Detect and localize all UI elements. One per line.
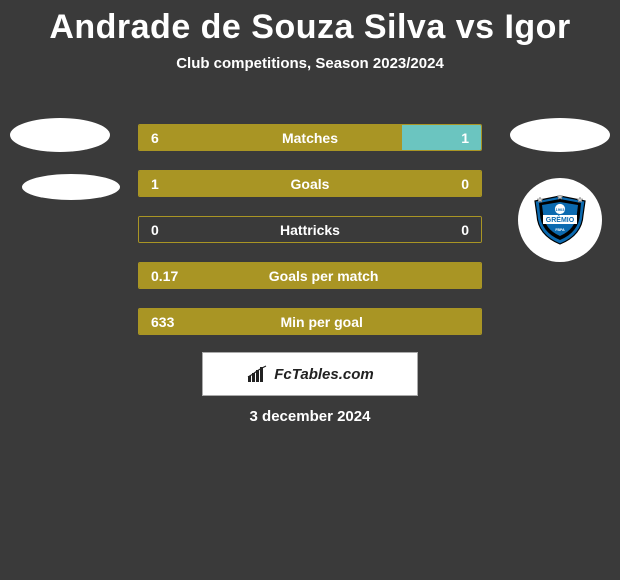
stat-row-texts: 1Goals0 xyxy=(139,171,481,196)
player-a-avatar-ellipse xyxy=(10,118,110,152)
page-title: Andrade de Souza Silva vs Igor xyxy=(0,0,620,47)
stat-row-texts: 633Min per goal xyxy=(139,309,481,334)
stat-value-right: 0 xyxy=(461,222,469,238)
stat-row: 1Goals0 xyxy=(138,170,482,197)
date: 3 december 2024 xyxy=(0,408,620,425)
club-logo-circle: 1903 GRÊMIO FBPA xyxy=(518,178,602,262)
stat-value-left: 6 xyxy=(151,130,159,146)
stat-value-left: 0 xyxy=(151,222,159,238)
watermark: FcTables.com xyxy=(202,352,418,396)
stat-rows: 6Matches11Goals00Hattricks00.17Goals per… xyxy=(138,124,482,354)
player-a-club-ellipse xyxy=(22,174,120,200)
stat-row: 633Min per goal xyxy=(138,308,482,335)
player-a-avatars xyxy=(10,118,120,222)
watermark-bars-icon xyxy=(246,365,268,383)
stat-label: Goals xyxy=(159,176,461,192)
stat-row-texts: 0.17Goals per match xyxy=(139,263,481,288)
player-b-avatar-ellipse xyxy=(510,118,610,152)
stat-row-texts: 0Hattricks0 xyxy=(139,217,481,242)
stat-label: Goals per match xyxy=(178,268,469,284)
stat-row: 0Hattricks0 xyxy=(138,216,482,243)
watermark-text: FcTables.com xyxy=(274,366,373,383)
stat-label: Min per goal xyxy=(174,314,469,330)
club-name-text: GRÊMIO xyxy=(546,215,575,224)
stat-row-texts: 6Matches1 xyxy=(139,125,481,150)
stat-row: 0.17Goals per match xyxy=(138,262,482,289)
stat-value-left: 0.17 xyxy=(151,268,178,284)
stat-value-left: 633 xyxy=(151,314,174,330)
club-year: 1903 xyxy=(556,207,566,212)
player-b-avatars xyxy=(510,118,610,174)
stat-value-left: 1 xyxy=(151,176,159,192)
subtitle: Club competitions, Season 2023/2024 xyxy=(0,55,620,72)
stat-value-right: 0 xyxy=(461,176,469,192)
gremio-shield-icon: 1903 GRÊMIO FBPA xyxy=(533,195,587,245)
club-fbpa-text: FBPA xyxy=(555,228,565,232)
player-b-club-logo: 1903 GRÊMIO FBPA xyxy=(510,178,610,262)
stat-label: Matches xyxy=(159,130,461,146)
stat-row: 6Matches1 xyxy=(138,124,482,151)
stat-label: Hattricks xyxy=(159,222,461,238)
stat-value-right: 1 xyxy=(461,130,469,146)
